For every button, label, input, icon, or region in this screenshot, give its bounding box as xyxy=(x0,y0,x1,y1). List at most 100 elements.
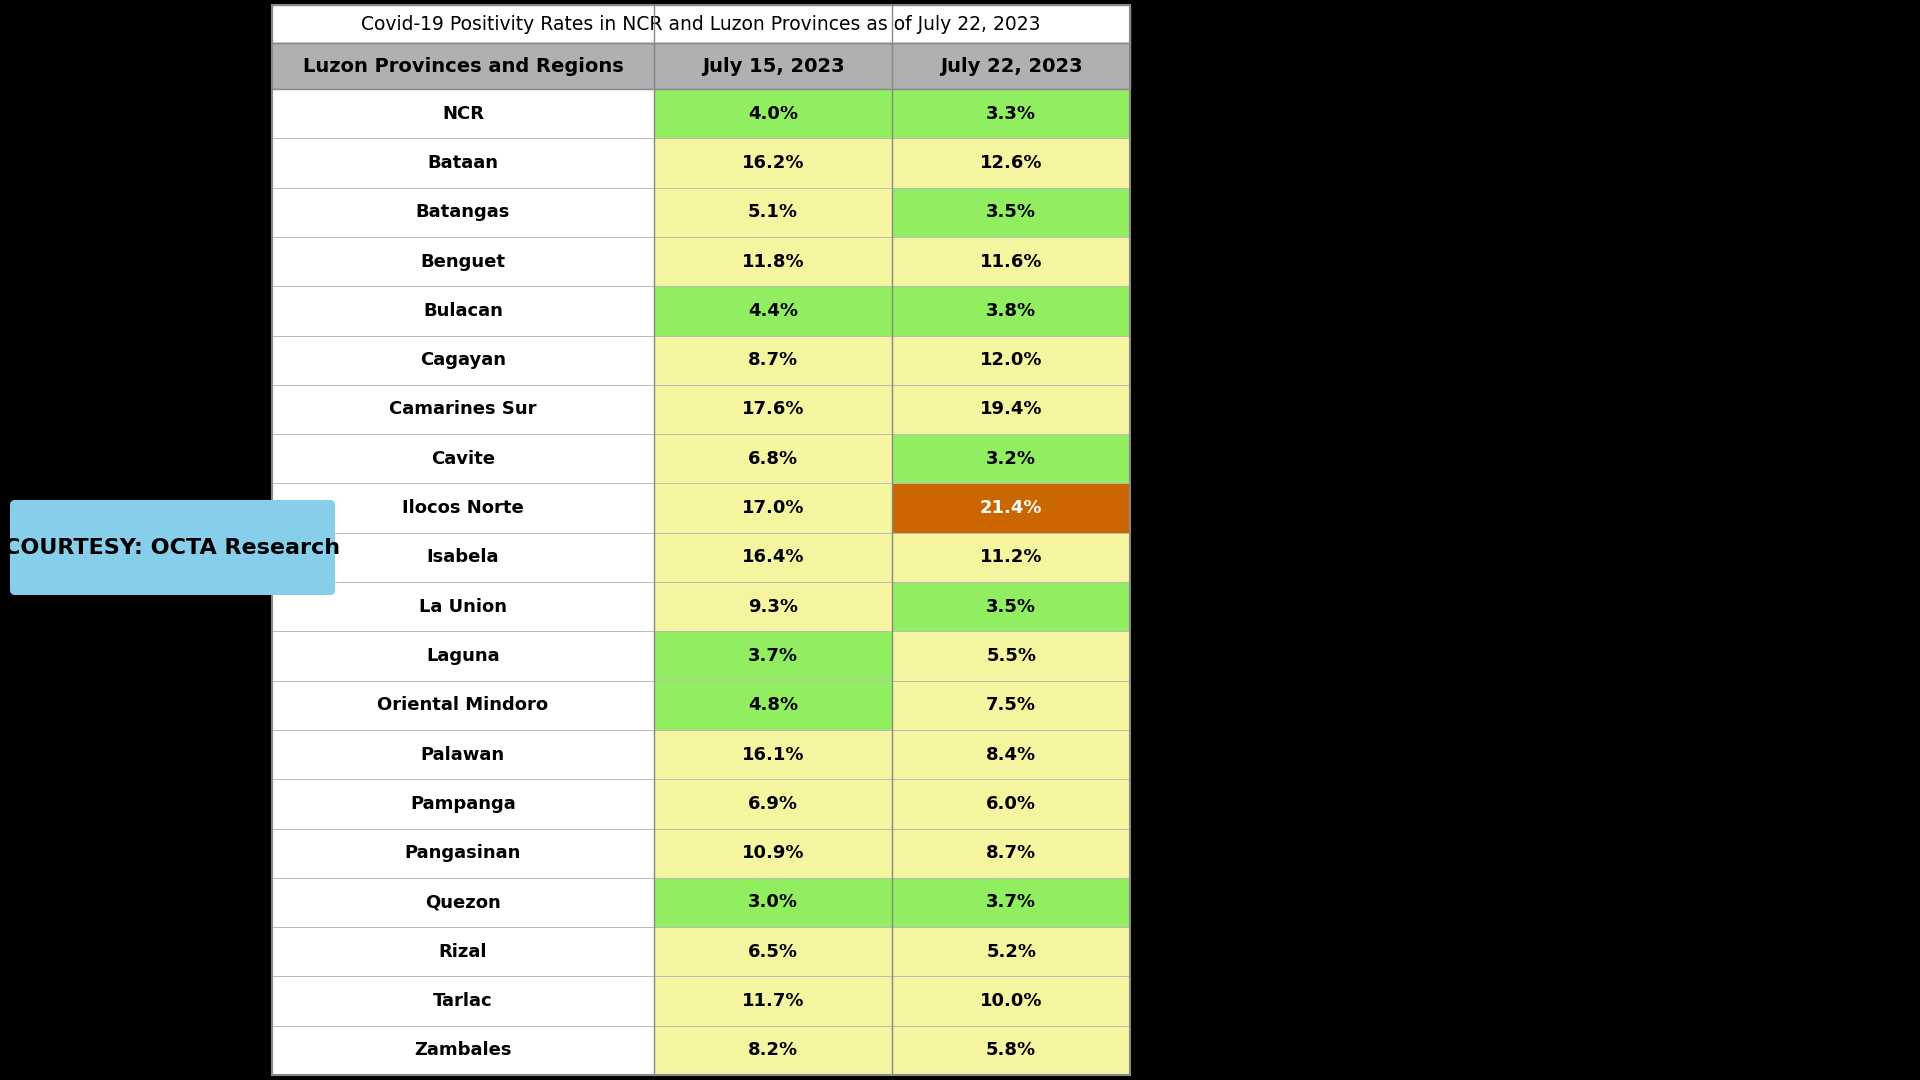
Text: 21.4%: 21.4% xyxy=(979,499,1043,517)
Text: 11.2%: 11.2% xyxy=(979,549,1043,566)
Bar xyxy=(893,680,1131,730)
Bar xyxy=(273,188,655,237)
Bar xyxy=(273,532,655,582)
Text: 3.5%: 3.5% xyxy=(987,203,1037,221)
Text: Bulacan: Bulacan xyxy=(422,301,503,320)
Bar xyxy=(273,582,655,632)
Bar xyxy=(655,484,893,532)
Text: 6.8%: 6.8% xyxy=(749,449,799,468)
Bar xyxy=(273,138,655,188)
Bar xyxy=(655,828,893,878)
Bar xyxy=(893,730,1131,779)
Text: 3.7%: 3.7% xyxy=(749,647,799,665)
Bar xyxy=(655,532,893,582)
Bar xyxy=(273,484,655,532)
Text: Cagayan: Cagayan xyxy=(420,351,505,369)
Text: 17.6%: 17.6% xyxy=(741,401,804,418)
Text: Camarines Sur: Camarines Sur xyxy=(390,401,538,418)
Text: 5.5%: 5.5% xyxy=(987,647,1037,665)
Text: 16.1%: 16.1% xyxy=(741,745,804,764)
Bar xyxy=(655,286,893,336)
Text: 4.8%: 4.8% xyxy=(749,697,799,714)
Bar xyxy=(273,680,655,730)
Text: Pangasinan: Pangasinan xyxy=(405,845,520,862)
Bar xyxy=(655,878,893,927)
Bar xyxy=(655,434,893,484)
Text: Tarlac: Tarlac xyxy=(434,993,493,1010)
Text: 17.0%: 17.0% xyxy=(741,499,804,517)
Text: 4.0%: 4.0% xyxy=(749,105,799,123)
Bar xyxy=(273,237,655,286)
Text: 10.9%: 10.9% xyxy=(741,845,804,862)
Bar xyxy=(655,237,893,286)
Bar xyxy=(893,1026,1131,1075)
Text: La Union: La Union xyxy=(419,597,507,616)
Bar xyxy=(655,336,893,384)
Text: Luzon Provinces and Regions: Luzon Provinces and Regions xyxy=(303,56,624,76)
Bar xyxy=(893,237,1131,286)
Bar xyxy=(273,779,655,828)
Bar xyxy=(273,1026,655,1075)
Text: Ilocos Norte: Ilocos Norte xyxy=(401,499,524,517)
Bar xyxy=(893,286,1131,336)
Bar xyxy=(893,927,1131,976)
Text: 10.0%: 10.0% xyxy=(979,993,1043,1010)
Bar xyxy=(273,828,655,878)
Bar xyxy=(893,582,1131,632)
Text: 5.8%: 5.8% xyxy=(987,1041,1037,1059)
Bar xyxy=(893,532,1131,582)
Text: Laguna: Laguna xyxy=(426,647,499,665)
Text: 5.1%: 5.1% xyxy=(749,203,799,221)
Bar xyxy=(655,730,893,779)
Text: 6.5%: 6.5% xyxy=(749,943,799,961)
Text: 12.0%: 12.0% xyxy=(979,351,1043,369)
Text: Rizal: Rizal xyxy=(438,943,488,961)
Text: 9.3%: 9.3% xyxy=(749,597,799,616)
Text: Benguet: Benguet xyxy=(420,253,505,271)
Bar xyxy=(655,927,893,976)
Bar xyxy=(273,632,655,680)
Text: 3.2%: 3.2% xyxy=(987,449,1037,468)
Bar xyxy=(273,5,1131,43)
Bar xyxy=(273,89,655,138)
Bar xyxy=(655,632,893,680)
Text: 5.2%: 5.2% xyxy=(987,943,1037,961)
Text: Cavite: Cavite xyxy=(430,449,495,468)
Text: 8.2%: 8.2% xyxy=(749,1041,799,1059)
Text: 3.3%: 3.3% xyxy=(987,105,1037,123)
Text: 6.0%: 6.0% xyxy=(987,795,1037,813)
Text: COURTESY: OCTA Research: COURTESY: OCTA Research xyxy=(4,538,340,557)
Text: 3.8%: 3.8% xyxy=(987,301,1037,320)
Text: NCR: NCR xyxy=(442,105,484,123)
Text: 8.7%: 8.7% xyxy=(749,351,799,369)
Bar xyxy=(655,976,893,1026)
Bar xyxy=(893,632,1131,680)
Text: Pampanga: Pampanga xyxy=(411,795,516,813)
Text: 11.8%: 11.8% xyxy=(741,253,804,271)
Bar xyxy=(273,434,655,484)
Bar xyxy=(893,878,1131,927)
Text: Bataan: Bataan xyxy=(428,154,499,172)
Bar xyxy=(655,384,893,434)
Bar xyxy=(273,878,655,927)
Text: 8.4%: 8.4% xyxy=(987,745,1037,764)
Bar xyxy=(273,976,655,1026)
Bar xyxy=(893,828,1131,878)
Bar xyxy=(893,976,1131,1026)
Bar xyxy=(893,384,1131,434)
Text: 7.5%: 7.5% xyxy=(987,697,1037,714)
Text: Oriental Mindoro: Oriental Mindoro xyxy=(378,697,549,714)
Text: 6.9%: 6.9% xyxy=(749,795,799,813)
Bar xyxy=(273,5,1131,1075)
Bar xyxy=(893,188,1131,237)
Bar xyxy=(655,89,893,138)
Text: Isabela: Isabela xyxy=(426,549,499,566)
Bar xyxy=(893,336,1131,384)
Text: Zambales: Zambales xyxy=(415,1041,511,1059)
Bar xyxy=(893,89,1131,138)
Bar xyxy=(655,582,893,632)
Text: 16.2%: 16.2% xyxy=(741,154,804,172)
Bar xyxy=(655,138,893,188)
Bar xyxy=(655,680,893,730)
Bar xyxy=(273,43,1131,89)
